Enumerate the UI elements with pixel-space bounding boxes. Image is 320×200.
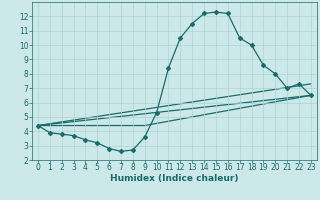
X-axis label: Humidex (Indice chaleur): Humidex (Indice chaleur) xyxy=(110,174,239,183)
